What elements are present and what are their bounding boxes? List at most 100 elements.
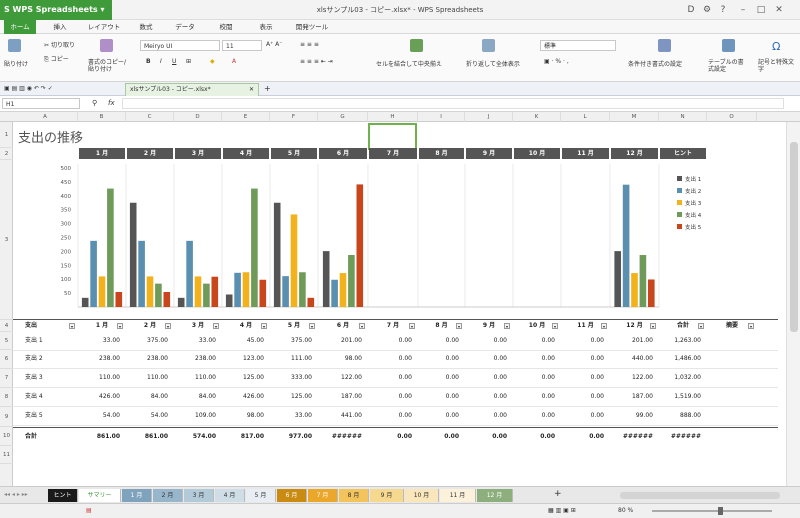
column-header[interactable]: G [318, 112, 368, 122]
table-cell[interactable]: 支出 3 [25, 374, 43, 381]
row-header[interactable]: 1 [0, 122, 13, 148]
merge-icon[interactable] [410, 39, 423, 52]
total-cell[interactable]: ###### [622, 433, 653, 440]
total-cell[interactable]: 574.00 [192, 433, 216, 440]
table-cell[interactable]: 33.00 [198, 337, 216, 344]
filter-dropdown-icon[interactable]: ▾ [456, 323, 462, 329]
table-cell[interactable]: 0.00 [493, 355, 507, 362]
paste-icon[interactable] [8, 39, 21, 52]
table-cell[interactable]: 支出 2 [25, 355, 43, 362]
total-cell[interactable]: ###### [670, 433, 701, 440]
conditional-format-icon[interactable] [658, 39, 671, 52]
font-family-select[interactable]: Meiryo UI [140, 40, 220, 51]
table-cell[interactable]: 375.00 [147, 337, 168, 344]
table-header-cell[interactable]: 10 月 ▾ [513, 320, 561, 332]
sheet-tab[interactable]: 2 月 [153, 489, 183, 502]
column-header[interactable]: B [78, 112, 126, 122]
document-tab[interactable]: xlsサンプル03 - コピー.xlsx* ✕ [125, 83, 259, 96]
table-header-cell[interactable]: 支出 ▾ [13, 320, 78, 332]
table-header-cell[interactable]: 摘要 ▾ [707, 320, 757, 332]
table-cell[interactable]: 238.00 [195, 355, 216, 362]
table-cell[interactable]: 201.00 [341, 337, 362, 344]
format-painter-icon[interactable] [100, 39, 113, 52]
sheet-tab[interactable]: 9 月 [370, 489, 404, 502]
total-cell[interactable]: 977.00 [288, 433, 312, 440]
table-cell[interactable]: 238.00 [99, 355, 120, 362]
filter-dropdown-icon[interactable]: ▾ [69, 323, 75, 329]
table-cell[interactable]: 0.00 [590, 337, 604, 344]
table-cell[interactable]: 0.00 [541, 355, 555, 362]
table-cell[interactable]: 33.00 [294, 412, 312, 419]
tab-view[interactable]: 表示 [259, 23, 273, 31]
border-icon[interactable]: ⊞ [186, 58, 192, 65]
table-cell[interactable]: 0.00 [445, 393, 459, 400]
table-cell[interactable]: 110.00 [99, 374, 120, 381]
row-header[interactable]: 2 [0, 148, 13, 160]
table-cell[interactable]: 98.00 [246, 412, 264, 419]
formula-input[interactable] [122, 98, 784, 109]
column-header[interactable]: H [368, 112, 418, 122]
table-cell[interactable]: 0.00 [541, 374, 555, 381]
zoom-slider[interactable] [652, 510, 772, 512]
number-format-select[interactable]: 標準 [540, 40, 616, 51]
table-cell[interactable]: 98.00 [344, 355, 362, 362]
total-cell[interactable]: 861.00 [144, 433, 168, 440]
table-header-cell[interactable]: 4 月 ▾ [222, 320, 270, 332]
zoom-slider-thumb[interactable] [718, 507, 723, 515]
macro-icon[interactable]: ▤ [86, 507, 92, 514]
table-header-cell[interactable]: 12 月 ▾ [610, 320, 659, 332]
sheet-tab[interactable]: サマリー [79, 489, 121, 502]
table-cell[interactable]: 125.00 [243, 374, 264, 381]
table-cell[interactable]: 0.00 [493, 393, 507, 400]
tab-home[interactable]: ホーム [4, 20, 36, 34]
table-cell[interactable]: 426.00 [99, 393, 120, 400]
table-cell[interactable]: 33.00 [102, 337, 120, 344]
table-cell[interactable]: 0.00 [541, 393, 555, 400]
table-cell[interactable]: 109.00 [195, 412, 216, 419]
row-header[interactable]: 8 [0, 388, 13, 407]
column-header[interactable]: N [659, 112, 707, 122]
table-cell[interactable]: 0.00 [398, 355, 412, 362]
tab-review[interactable]: 校閲 [219, 23, 233, 31]
table-cell[interactable]: 0.00 [590, 393, 604, 400]
paste-button[interactable]: 貼り付け [4, 61, 29, 68]
table-cell[interactable]: 123.00 [243, 355, 264, 362]
tab-data[interactable]: データ [175, 23, 195, 31]
fill-color-icon[interactable]: ◆ [210, 58, 215, 65]
conditional-format-button[interactable]: 条件付き書式の設定 [628, 61, 683, 68]
row-header[interactable]: 5 [0, 332, 13, 350]
row-header[interactable]: 6 [0, 350, 13, 369]
table-cell[interactable]: 122.00 [341, 374, 362, 381]
close-icon[interactable]: ✕ [775, 5, 783, 15]
total-cell[interactable]: 861.00 [96, 433, 120, 440]
total-cell[interactable]: ###### [331, 433, 362, 440]
maximize-icon[interactable]: □ [756, 5, 766, 15]
vertical-scrollbar[interactable] [786, 122, 800, 486]
underline-button[interactable]: U [172, 58, 177, 65]
table-cell[interactable]: 125.00 [291, 393, 312, 400]
row-header[interactable]: 3 [0, 160, 13, 320]
table-cell[interactable]: 0.00 [590, 355, 604, 362]
table-cell[interactable]: 187.00 [341, 393, 362, 400]
sheet-tab[interactable]: 5 月 [246, 489, 276, 502]
column-header[interactable]: K [513, 112, 561, 122]
table-cell[interactable]: 426.00 [243, 393, 264, 400]
sheet-tab[interactable]: ヒント [48, 489, 78, 502]
table-cell[interactable]: 84.00 [150, 393, 168, 400]
table-cell[interactable]: 0.00 [541, 337, 555, 344]
table-cell[interactable]: 440.00 [632, 355, 653, 362]
table-cell[interactable]: 111.00 [291, 355, 312, 362]
table-cell[interactable]: 238.00 [147, 355, 168, 362]
scroll-thumb[interactable] [790, 142, 798, 332]
format-painter-button[interactable]: 書式のコピー/貼り付け [88, 59, 127, 73]
total-cell[interactable]: 0.00 [444, 433, 459, 440]
table-header-cell[interactable]: 5 月 ▾ [270, 320, 318, 332]
sheet-tab[interactable]: 8 月 [339, 489, 369, 502]
new-tab-icon[interactable]: + [264, 84, 271, 93]
minimize-icon[interactable]: – [740, 5, 746, 15]
selected-cell[interactable] [368, 123, 417, 150]
table-cell[interactable]: 45.00 [246, 337, 264, 344]
table-cell[interactable]: 122.00 [632, 374, 653, 381]
filter-dropdown-icon[interactable]: ▾ [359, 323, 365, 329]
